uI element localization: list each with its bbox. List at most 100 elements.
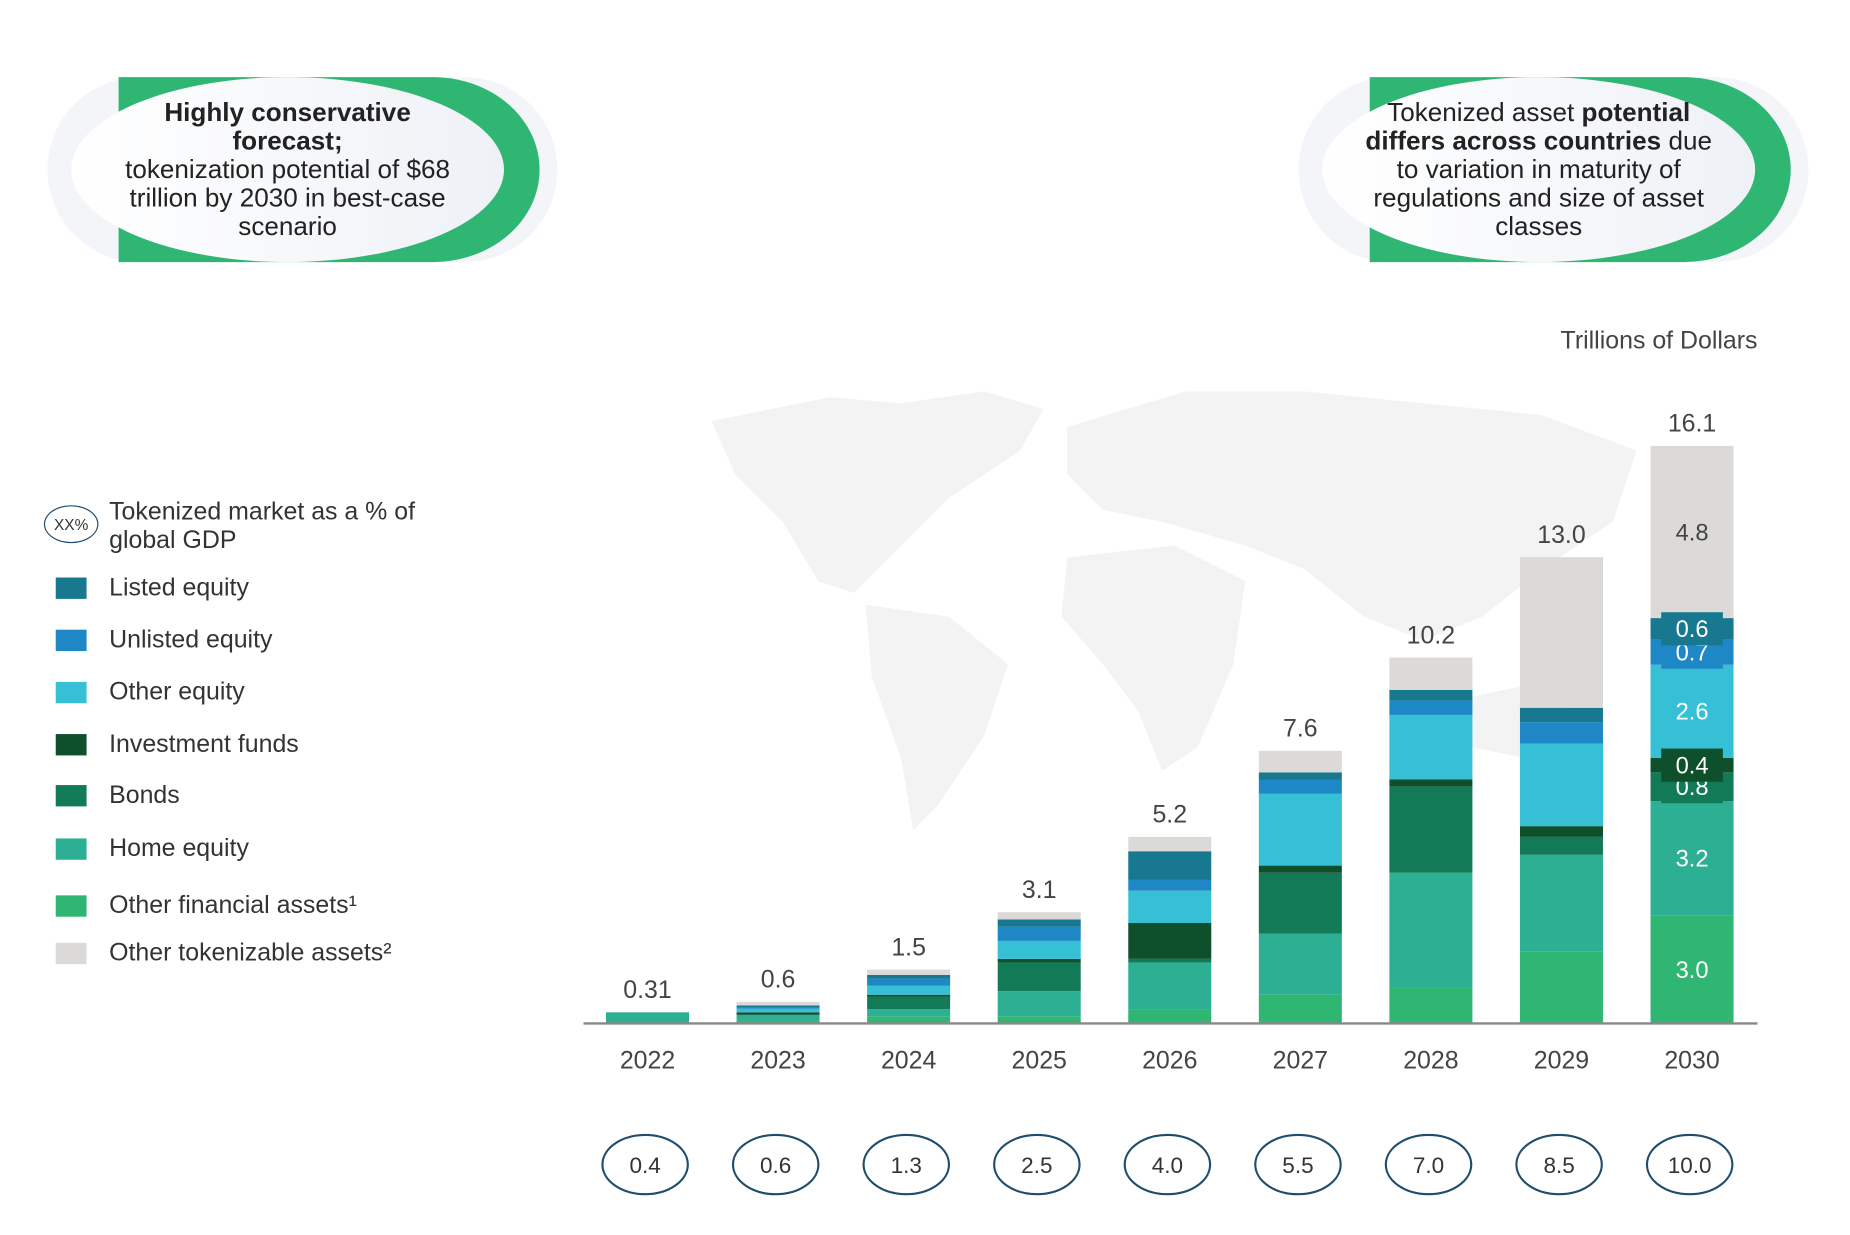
bar-total-label: 0.6 bbox=[761, 966, 796, 994]
bar-segment bbox=[997, 962, 1081, 992]
bar-segment bbox=[736, 1005, 820, 1008]
bar-segment bbox=[997, 926, 1081, 941]
bar-segment bbox=[1258, 933, 1342, 995]
bar-segment bbox=[997, 912, 1081, 920]
gdp-oval bbox=[1515, 1133, 1603, 1196]
legend-gdp-item: XX% Tokenized market as a % of global GD… bbox=[43, 498, 441, 555]
bar-segment bbox=[867, 978, 951, 986]
legend-swatch bbox=[55, 734, 87, 756]
gdp-legend-label: Tokenized market as a % of global GDP bbox=[109, 498, 416, 554]
callout-right-bold: potential differs across countries bbox=[1365, 97, 1691, 156]
bar-segment bbox=[867, 985, 951, 995]
x-tick-label: 2024 bbox=[881, 1046, 937, 1074]
bar-segment bbox=[1389, 714, 1473, 780]
bar-segment bbox=[736, 1001, 820, 1006]
legend-label: Home equity bbox=[109, 834, 249, 863]
legend-label: Other financial assets¹ bbox=[109, 891, 357, 920]
legend-swatch bbox=[55, 942, 87, 965]
bar-segment bbox=[736, 1012, 820, 1015]
bar-segment bbox=[867, 969, 951, 976]
bar-segment bbox=[1519, 557, 1603, 708]
bar-segment bbox=[1389, 700, 1473, 715]
legend-item: Listed equity bbox=[55, 573, 249, 602]
gdp-oval bbox=[1645, 1133, 1734, 1196]
x-tick-label: 2026 bbox=[1142, 1046, 1197, 1074]
labels: 0.31 2022 0.4 0.6 2023 0.6 1.5 2024 1.3 3.1 2025 2.… bbox=[601, 410, 1734, 1196]
bar-total-label: 7.6 bbox=[1283, 715, 1318, 743]
bar-segment bbox=[1258, 872, 1342, 934]
segment-label-bg bbox=[1661, 612, 1723, 646]
bar-segment bbox=[997, 1016, 1081, 1024]
gdp-percent-label: 1.3 bbox=[891, 1153, 922, 1178]
bar-segment bbox=[1519, 836, 1603, 855]
bar-segment bbox=[1519, 722, 1603, 744]
segment-label: 0.4 bbox=[1676, 753, 1709, 779]
legend-item: Other equity bbox=[55, 678, 245, 706]
gdp-percent-label: 0.4 bbox=[629, 1153, 660, 1178]
segment-label: 4.8 bbox=[1676, 520, 1709, 546]
gdp-oval bbox=[1123, 1133, 1212, 1196]
bar-segment bbox=[1258, 865, 1342, 873]
bar-segment bbox=[1258, 750, 1342, 773]
bar-segment bbox=[605, 1012, 690, 1024]
bar-segment bbox=[1389, 689, 1473, 701]
bar-segment bbox=[736, 1008, 820, 1013]
bar-segment bbox=[1389, 987, 1473, 1024]
bar-segment bbox=[1389, 786, 1473, 873]
legend-label: Investment funds bbox=[109, 730, 299, 758]
y-axis-unit-label: Trillions of Dollars bbox=[1560, 327, 1758, 355]
legend-swatch bbox=[55, 838, 87, 860]
legend-item: Other financial assets¹ bbox=[55, 891, 357, 920]
bar-segment bbox=[1128, 958, 1212, 963]
bar-segment bbox=[736, 1020, 820, 1024]
bar-segment bbox=[1258, 793, 1342, 866]
segment-label: 3.0 bbox=[1676, 958, 1709, 984]
bar-segment bbox=[1519, 951, 1603, 1024]
bar-segment bbox=[1519, 854, 1603, 952]
bar-segment bbox=[867, 994, 951, 997]
gdp-oval bbox=[601, 1133, 689, 1196]
bar-segment bbox=[1258, 772, 1342, 780]
segment-label-bg bbox=[1661, 748, 1723, 782]
legend-label: Listed equity bbox=[109, 573, 249, 602]
bar-segment bbox=[1258, 779, 1342, 794]
legend-label: Unlisted equity bbox=[109, 626, 273, 654]
gdp-oval bbox=[1254, 1133, 1342, 1196]
legend-item: Other tokenizable assets² bbox=[55, 939, 392, 967]
x-tick-label: 2028 bbox=[1403, 1046, 1458, 1074]
bar-segment bbox=[997, 919, 1081, 927]
legend-swatch bbox=[55, 681, 87, 704]
bar-segment bbox=[1128, 1009, 1212, 1024]
legend-swatch bbox=[55, 629, 87, 652]
bar-segment bbox=[1128, 922, 1212, 959]
gdp-oval bbox=[731, 1133, 820, 1196]
bar-total-label: 1.5 bbox=[891, 933, 926, 961]
gdp-oval-icon: XX% bbox=[43, 505, 99, 544]
x-tick-label: 2027 bbox=[1273, 1046, 1328, 1074]
legend-label: Other tokenizable assets² bbox=[109, 939, 392, 967]
bar-total-label: 10.2 bbox=[1407, 621, 1455, 649]
bar-segment bbox=[867, 975, 951, 979]
legend-item: Investment funds bbox=[55, 730, 299, 759]
legend-swatch bbox=[55, 577, 87, 599]
bar-segment bbox=[1650, 915, 1734, 1024]
segment-label: 2.6 bbox=[1676, 700, 1709, 726]
bar-total-label: 3.1 bbox=[1022, 876, 1057, 904]
gdp-percent-label: 5.5 bbox=[1282, 1153, 1313, 1178]
legend-item: Bonds bbox=[55, 782, 180, 810]
gdp-percent-label: 2.5 bbox=[1021, 1153, 1052, 1178]
x-tick-label: 2023 bbox=[750, 1046, 805, 1074]
callout-left-text: tokenization potential of $68 trillion b… bbox=[125, 154, 451, 241]
bar-total-label: 5.2 bbox=[1152, 801, 1187, 829]
gdp-percent-label: 7.0 bbox=[1413, 1153, 1444, 1178]
bar-segment bbox=[1650, 801, 1734, 916]
gdp-percent-label: 8.5 bbox=[1543, 1153, 1574, 1178]
bar-segment bbox=[1128, 836, 1212, 852]
gdp-oval bbox=[862, 1133, 951, 1196]
legend-label: Other equity bbox=[109, 678, 245, 706]
bar-segment bbox=[867, 996, 951, 1010]
gdp-percent-label: 4.0 bbox=[1152, 1153, 1183, 1178]
callout-pill: Tokenized asset potential differs across… bbox=[1322, 77, 1756, 263]
bar-segment bbox=[1128, 879, 1212, 891]
